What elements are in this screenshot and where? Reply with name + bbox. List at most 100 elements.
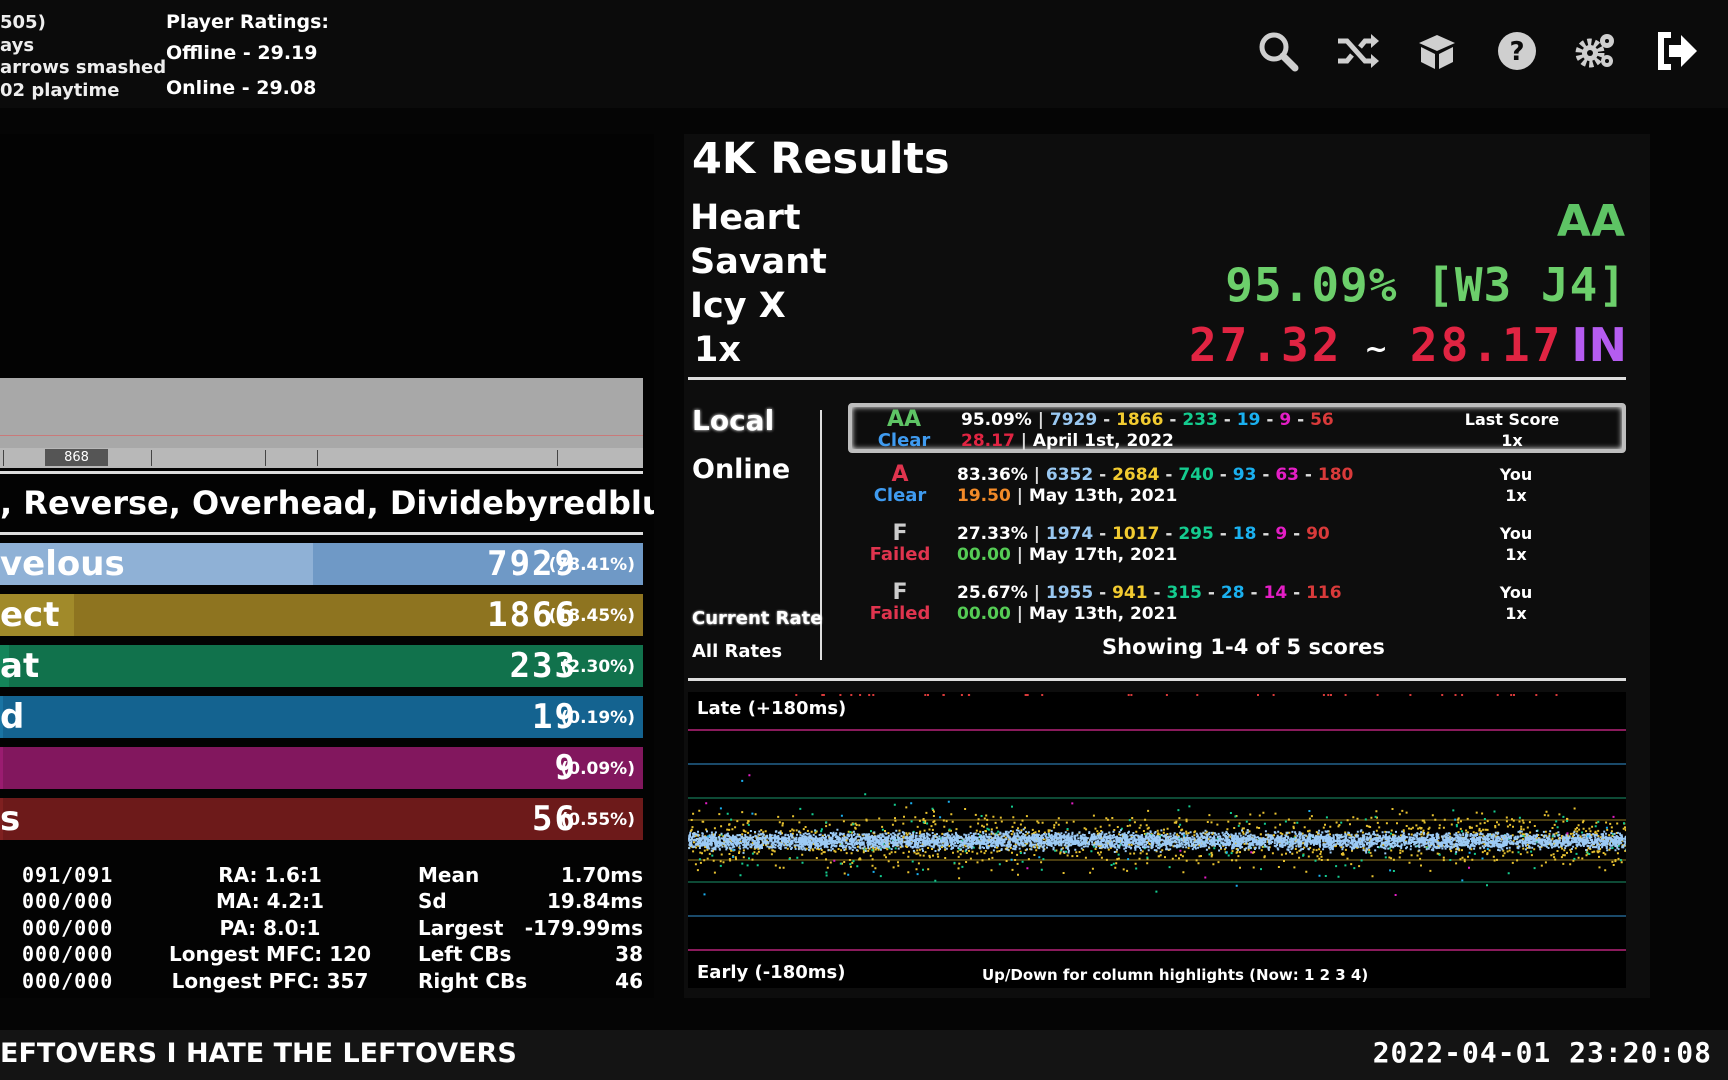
life-graph: 868: [0, 378, 643, 468]
profile-info: 505) ays arrows smashed 02 playtime: [0, 12, 166, 102]
judgment-bar-w2: ect 1866 (18.45%): [0, 594, 643, 636]
score-meta: 19.50 | May 13th, 2021: [957, 486, 1178, 506]
judgment-bar-fill: [0, 543, 313, 585]
score-msd: 28.17: [961, 431, 1015, 451]
score-row-1[interactable]: AA Clear 95.09% | 7929 - 1866 - 233 - 19…: [848, 403, 1626, 453]
divider: [0, 532, 643, 535]
divider: [688, 377, 1626, 380]
score-meta: 28.17 | April 1st, 2022: [961, 431, 1174, 451]
offset-stat-value: 38: [615, 942, 643, 967]
score-w1: 1974: [1045, 524, 1094, 544]
score-row-2[interactable]: A Clear 83.36% | 6352 - 2684 - 740 - 93 …: [848, 462, 1626, 512]
graph-tick: [151, 450, 152, 466]
tab-local[interactable]: Local: [692, 404, 775, 437]
help-icon[interactable]: ?: [1492, 26, 1542, 76]
score-w1: 6352: [1045, 465, 1094, 485]
score-miss: 90: [1306, 524, 1330, 544]
ratio-stat: Longest PFC: 357: [171, 968, 369, 993]
judgment-percent: (0.19%): [560, 708, 635, 728]
score-miss: 116: [1306, 583, 1342, 603]
score-grade: F: [892, 521, 908, 546]
stats-panel: 091/091 000/000 000/000 000/000 000/000 …: [0, 862, 654, 1002]
score-w5: 14: [1263, 583, 1288, 603]
score-msd: 00.00: [957, 545, 1011, 565]
score-percent: 95.09%: [961, 410, 1032, 430]
score-w3: 315: [1166, 583, 1203, 603]
judgment-bar-w4: d 19 (0.19%): [0, 696, 643, 738]
ratio-stat: PA: 8.0:1: [219, 915, 321, 940]
score-row-3[interactable]: F Failed 27.33% | 1974 - 1017 - 295 - 18…: [848, 521, 1626, 571]
hold-stat: 000/000: [22, 968, 114, 993]
score-rate: 1x: [1505, 604, 1527, 623]
bottom-bar: [0, 1030, 1728, 1080]
graph-baseline: [0, 435, 643, 436]
judgment-percent: (18.45%): [548, 606, 635, 626]
profile-line: arrows smashed: [0, 57, 167, 78]
offset-stat-label: Largest: [418, 915, 504, 940]
judgment-bar-fill: [0, 747, 3, 789]
score-w2: 1017: [1112, 524, 1160, 544]
offset-stat-value: 1.70ms: [560, 863, 643, 887]
judgment-count: 7929: [487, 544, 577, 584]
score-w4: 19: [1236, 410, 1261, 430]
judgment-name: velous: [0, 544, 125, 584]
judgment-bar-fill: [0, 645, 9, 687]
graph-tick: [317, 450, 318, 466]
difficulty-badge: IN: [1571, 318, 1627, 372]
offset-values-column: 1.70ms 19.84ms -179.99ms 38 46: [500, 862, 643, 994]
msd-ratings: 27.32 ~28.17 IN: [1189, 318, 1627, 374]
judgment-name: at: [0, 646, 40, 686]
graph-tick: [557, 450, 558, 466]
judgment-bar-track: [0, 594, 643, 636]
judgment-bar-track: [0, 798, 643, 840]
offset-stat-label: Mean: [418, 863, 480, 887]
shuffle-icon[interactable]: [1332, 26, 1382, 76]
score-w4: 28: [1220, 583, 1245, 603]
judgment-count: 56: [532, 799, 577, 839]
judgment-name: d: [0, 697, 25, 737]
offset-stat-label: Sd: [418, 889, 447, 914]
judgment-bar-fill: [0, 594, 74, 636]
filter-current-rate[interactable]: Current Rate: [692, 608, 823, 629]
judgment-percent: (0.09%): [560, 759, 635, 779]
score-meta: 00.00 | May 13th, 2021: [957, 604, 1178, 624]
score-row-4[interactable]: F Failed 25.67% | 1955 - 941 - 315 - 28 …: [848, 580, 1626, 630]
score-owner: Last Score: [1464, 410, 1560, 429]
judgment-percent: (78.41%): [548, 555, 635, 575]
filter-all-rates[interactable]: All Rates: [692, 641, 783, 662]
offset-labels-column: Mean Sd Largest Left CBs Right CBs: [418, 862, 527, 994]
score-rate: 1x: [1505, 545, 1527, 564]
score-percent: 83.36%: [957, 465, 1028, 485]
judgment-count: 19: [532, 697, 577, 737]
early-label: Early (-180ms): [697, 962, 846, 983]
song-title: Heart: [690, 198, 801, 238]
graph-label: 868: [45, 449, 108, 466]
player-ratings: Player Ratings: Offline - 29.19 Online -…: [166, 8, 329, 106]
divider: [0, 471, 643, 474]
score-w4: 18: [1232, 524, 1257, 544]
divider: [688, 678, 1626, 681]
hold-stat: 000/000: [22, 915, 114, 940]
judgment-bar-miss: s 56 (0.55%): [0, 798, 643, 840]
column-highlight-hint: Up/Down for column highlights (Now: 1 2 …: [982, 966, 1369, 984]
msd-tilde: ~: [1364, 332, 1388, 365]
score-clear-type: Clear: [877, 430, 931, 451]
judgment-bar-track: [0, 696, 643, 738]
judgment-count: 9: [554, 748, 577, 788]
score-w1: 1955: [1045, 583, 1094, 603]
scores-count: Showing 1-4 of 5 scores: [1102, 635, 1385, 659]
settings-icon[interactable]: [1570, 26, 1620, 76]
score-date: May 17th, 2021: [1028, 545, 1178, 565]
tab-online[interactable]: Online: [692, 454, 791, 485]
score-clear-type: Clear: [873, 485, 927, 506]
ratio-stat: MA: 4.2:1: [215, 889, 325, 914]
score-grade: F: [892, 580, 908, 605]
marquee-text: EFTOVERS I HATE THE LEFTOVERS: [0, 1038, 517, 1069]
exit-icon[interactable]: [1652, 26, 1702, 76]
search-icon[interactable]: [1253, 26, 1303, 76]
holds-column: 091/091 000/000 000/000 000/000 000/000: [22, 862, 113, 994]
package-icon[interactable]: [1412, 26, 1462, 76]
svg-text:?: ?: [1509, 37, 1524, 67]
msd-chart-value: 28.17: [1409, 318, 1564, 372]
offset-stat-value: 46: [615, 968, 643, 993]
